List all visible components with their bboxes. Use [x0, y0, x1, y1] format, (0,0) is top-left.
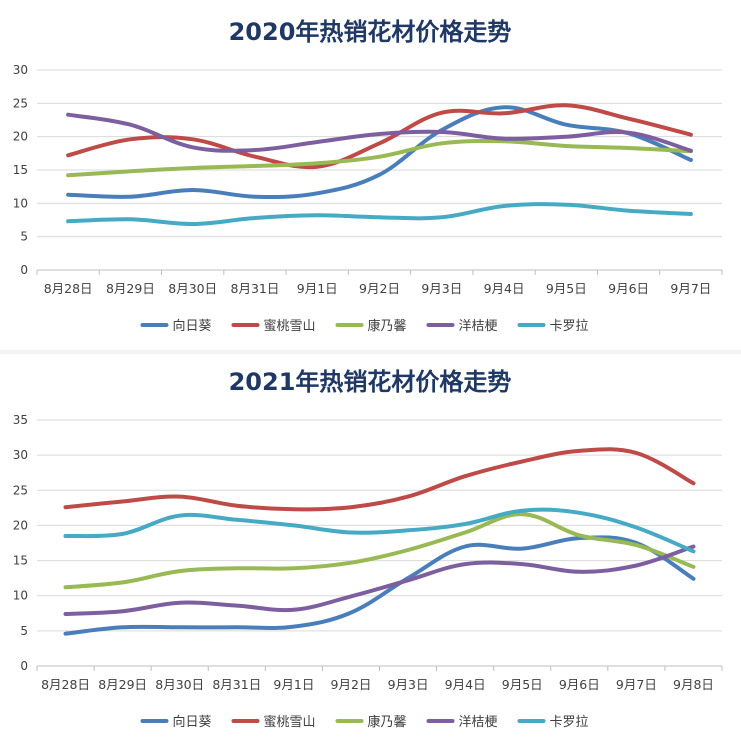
series-line-5	[66, 202, 693, 227]
legend-label: 洋桔梗	[459, 715, 498, 730]
y-tick-label: 10	[13, 589, 28, 603]
x-tick-label: 8月30日	[155, 677, 204, 692]
legend-label: 卡罗拉	[550, 319, 589, 334]
x-tick-label: 9月7日	[670, 281, 711, 296]
x-tick-label: 9月1日	[273, 677, 314, 692]
y-tick-label: 30	[13, 448, 28, 462]
series-line-3	[63, 512, 696, 590]
x-tick-label: 9月5日	[502, 677, 543, 692]
legend-label: 康乃馨	[368, 318, 407, 334]
chart-title: 2021年热销花材价格走势	[229, 368, 512, 396]
x-tick-label: 8月31日	[212, 677, 261, 692]
x-tick-label: 8月29日	[106, 281, 155, 296]
series-line-1	[63, 535, 696, 636]
legend-label: 蜜桃雪山	[264, 319, 316, 334]
x-tick-label: 9月8日	[673, 677, 714, 692]
y-tick-label: 0	[20, 659, 28, 673]
x-tick-label: 9月4日	[484, 281, 525, 296]
y-tick-label: 10	[13, 196, 28, 210]
x-tick-label: 9月2日	[359, 281, 400, 296]
legend-label: 蜜桃雪山	[264, 715, 316, 730]
x-tick-label: 9月3日	[421, 281, 462, 296]
y-tick-label: 0	[20, 263, 28, 277]
series-line-3	[66, 139, 693, 178]
legend-label: 洋桔梗	[459, 319, 498, 334]
x-tick-label: 9月5日	[546, 281, 587, 296]
x-tick-label: 9月4日	[445, 677, 486, 692]
y-tick-label: 35	[13, 413, 28, 427]
y-tick-label: 20	[13, 518, 28, 532]
legend-label: 康乃馨	[368, 714, 407, 730]
x-tick-label: 8月31日	[231, 281, 280, 296]
y-tick-label: 25	[13, 96, 28, 110]
x-tick-label: 9月3日	[388, 677, 429, 692]
legend-label: 向日葵	[173, 318, 212, 334]
x-tick-label: 8月29日	[98, 677, 147, 692]
y-tick-label: 20	[13, 130, 28, 144]
x-tick-label: 8月30日	[168, 281, 217, 296]
series-line-4	[66, 112, 693, 153]
legend: 向日葵 蜜桃雪山 康乃馨 洋桔梗 卡罗拉	[140, 714, 589, 730]
x-tick-label: 9月6日	[559, 677, 600, 692]
x-tick-label: 9月7日	[616, 677, 657, 692]
legend-label: 卡罗拉	[550, 715, 589, 730]
series-line-1	[66, 105, 693, 199]
y-tick-label: 15	[13, 163, 28, 177]
chart-2020: 2020年热销花材价格走势 0 5 10 15 20 25 30 8月28日 8月29日 8月3…	[13, 18, 723, 334]
legend-label: 向日葵	[173, 714, 212, 730]
x-tick-label: 9月1日	[297, 281, 338, 296]
series-line-4	[63, 544, 696, 616]
y-tick-label: 5	[20, 624, 28, 638]
y-tick-label: 15	[13, 554, 28, 568]
x-tick-label: 8月28日	[41, 677, 90, 692]
chart-2020-panel: 2020年热销花材价格走势 0 5 10 15 20 25 30 8月28日 8月29日 8月3…	[0, 0, 741, 350]
x-tick-label: 8月28日	[44, 281, 93, 296]
legend: 向日葵 蜜桃雪山 康乃馨 洋桔梗 卡罗拉	[140, 318, 589, 334]
chart-title: 2020年热销花材价格走势	[229, 18, 512, 46]
series-line-5	[63, 507, 696, 554]
series-line-2	[66, 103, 693, 170]
y-tick-label: 5	[20, 230, 28, 244]
chart-2021: 2021年热销花材价格走势 0 5 10 15 20 25 30 35 8月28日 8月29日 8…	[13, 368, 723, 730]
x-tick-label: 9月2日	[331, 677, 372, 692]
y-tick-label: 25	[13, 483, 28, 497]
chart-2021-panel: 2021年热销花材价格走势 0 5 10 15 20 25 30 35 8月28日 8月29日 8…	[0, 354, 741, 748]
chart-divider	[0, 350, 741, 354]
series-line-2	[63, 447, 696, 512]
y-tick-label: 30	[13, 63, 28, 77]
x-tick-label: 9月6日	[608, 281, 649, 296]
